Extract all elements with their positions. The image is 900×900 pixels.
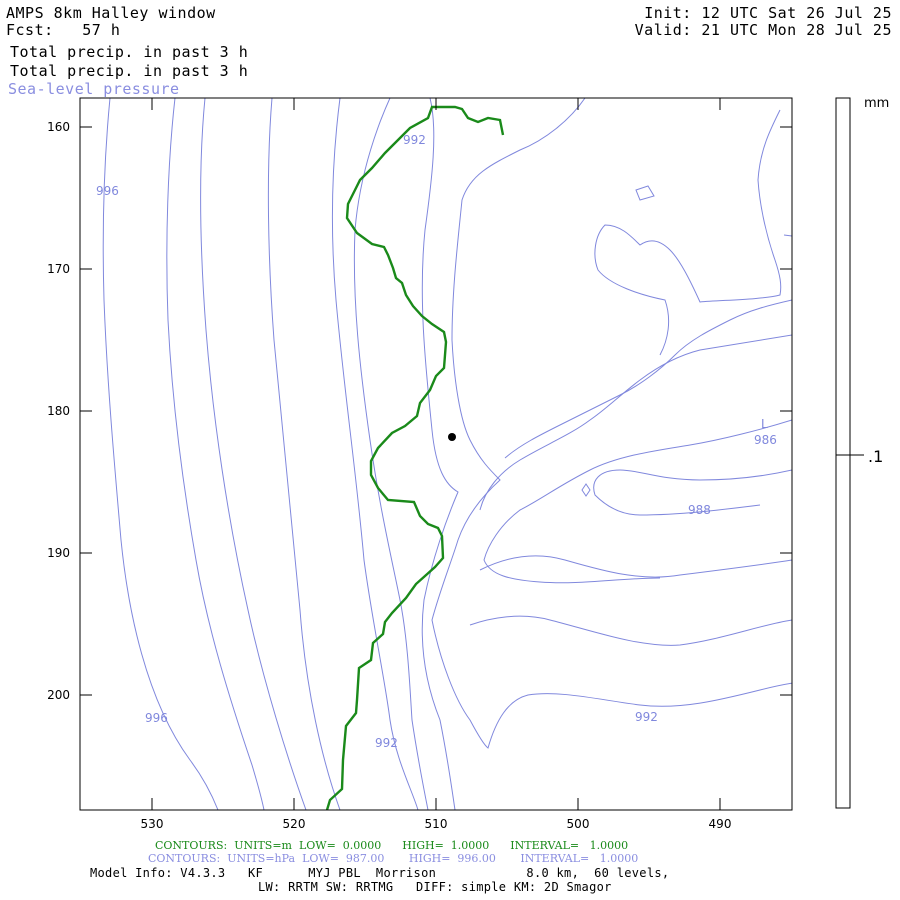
colorbar-tick-label: .1 xyxy=(868,447,883,466)
contour-info-slp: CONTOURS: UNITS=hPa LOW= 987.00 HIGH= 99… xyxy=(148,852,639,865)
isobar-line xyxy=(102,98,219,810)
isobar-line xyxy=(504,299,792,459)
isobar-label: 992 xyxy=(375,736,398,750)
forecast-hour: Fcst: 57 h xyxy=(6,21,121,39)
colorbar: mm .1 xyxy=(835,96,889,809)
low-center-label: L xyxy=(761,417,768,431)
y-tick-label: 190 xyxy=(47,546,70,560)
map-title: AMPS 8km Halley window xyxy=(6,4,216,22)
isobar-line xyxy=(483,419,792,584)
x-axis-labels: 530 520 510 500 490 xyxy=(141,817,732,831)
isobar-label: 996 xyxy=(96,184,119,198)
field-label-precip-1: Total precip. in past 3 h xyxy=(10,43,249,61)
contour-info-precip: CONTOURS: UNITS=m LOW= 0.0000 HIGH= 1.00… xyxy=(155,839,629,852)
isobar-line xyxy=(469,615,792,646)
valid-time: Valid: 21 UTC Mon 28 Jul 25 xyxy=(634,21,892,39)
isobar-line xyxy=(479,555,792,578)
isobar-label: 988 xyxy=(688,503,711,517)
y-tick-label: 170 xyxy=(47,262,70,276)
isobar-line xyxy=(166,98,265,810)
isobar-line xyxy=(431,98,792,749)
isobar-line xyxy=(421,98,459,810)
isobar-line xyxy=(353,98,429,810)
model-physics: LW: RRTM SW: RRTMG DIFF: simple KM: 2D S… xyxy=(258,880,612,894)
x-tick-label: 520 xyxy=(283,817,306,831)
y-tick-label: 180 xyxy=(47,404,70,418)
x-axis-ticks xyxy=(151,98,721,810)
station-marker xyxy=(448,433,456,441)
contour-labels: 992 996 986 L 988 996 992 992 xyxy=(96,133,777,750)
isobar-label: 992 xyxy=(403,133,426,147)
isobar-line xyxy=(200,98,307,810)
colorbar-unit: mm xyxy=(864,96,889,111)
colorbar-box xyxy=(835,97,851,809)
isobar-contours xyxy=(102,98,792,810)
y-axis-labels: 160 170 180 190 200 xyxy=(47,120,70,702)
isobar-line xyxy=(594,109,782,356)
isobar-label: 992 xyxy=(635,710,658,724)
y-tick-label: 200 xyxy=(47,688,70,702)
isobar-line xyxy=(783,234,792,237)
x-tick-label: 530 xyxy=(141,817,164,831)
isobar-line xyxy=(581,483,591,497)
isobar-line xyxy=(479,334,792,511)
x-tick-label: 500 xyxy=(567,817,590,831)
field-label-precip-2: Total precip. in past 3 h xyxy=(10,62,249,80)
isobar-line xyxy=(267,98,341,810)
isobar-line xyxy=(593,469,792,516)
precip-contour-line xyxy=(325,105,505,810)
x-tick-label: 510 xyxy=(425,817,448,831)
isobar-label: 986 xyxy=(754,433,777,447)
isobar-line xyxy=(635,185,655,201)
precip-contour xyxy=(325,105,505,810)
field-label-slp: Sea-level pressure xyxy=(8,80,180,98)
isobar-label: 996 xyxy=(145,711,168,725)
isobar-line xyxy=(332,98,419,810)
model-info: Model Info: V4.3.3 KF MYJ PBL Morrison 8… xyxy=(90,866,670,880)
y-tick-label: 160 xyxy=(47,120,70,134)
init-time: Init: 12 UTC Sat 26 Jul 25 xyxy=(644,4,892,22)
y-axis-ticks xyxy=(80,126,792,696)
x-tick-label: 490 xyxy=(709,817,732,831)
